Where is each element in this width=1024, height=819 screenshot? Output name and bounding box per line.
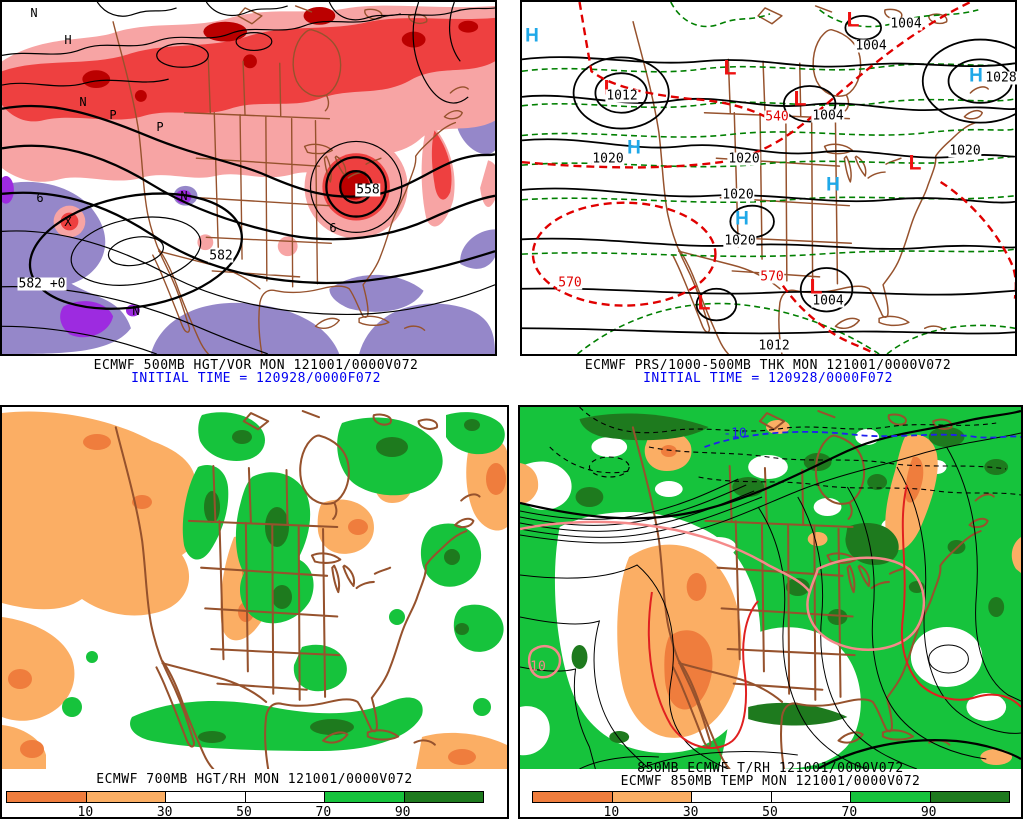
colorbar-segment [86,792,166,802]
temp-isotherm-20c [647,484,1021,749]
colorbar-segment [404,792,483,802]
panel-mslp-thickness: H H H H H L L L L L L L 1012 1020 1020 1020 1020 1020 1028… [512,0,1024,405]
map-500mb-hgt-vor [0,0,497,356]
colorbar-tick-label: 10 [603,805,620,819]
colorbar-tick-label: 70 [841,805,858,819]
colorbar-tick-label: 50 [236,805,252,819]
colorbar-segment [325,792,405,802]
colorbar-segment [7,792,87,802]
map-prs-thk [520,0,1017,356]
temp-isotherm-10c [520,520,926,679]
panel-700mb-rh: ECMWF 700MB HGT/RH MON 121001/0000V072 1… [0,405,512,819]
panel-500mb-height-vorticity: N H N P P X N N 6 6 582 +0 582 558 ECMWF 500MB HGT/V… [0,0,512,405]
temp-isotherm-minus10c [704,431,1021,448]
caption-valid-time: ECMWF 700MB HGT/RH MON 121001/0000V072 [96,772,413,787]
rh-colorbar: 10 30 50 70 90 [6,791,484,817]
caption-valid-time: ECMWF 500MB HGT/VOR MON 121001/0000V072 [93,358,419,373]
colorbar-segment [533,792,613,802]
colorbar-tick-label: 30 [682,805,699,819]
colorbar-segment [166,792,246,802]
colorbar-ticks: 10 30 50 70 90 [6,805,484,819]
colorbar-tick-label: 90 [920,805,937,819]
colorbar-tick-label: 90 [394,805,411,819]
colorbar-ticks: 10 30 50 70 90 [532,805,1010,819]
temp-contours-solid [520,432,1021,769]
map-850mb-temp-rh: 850MB ECMWF T/RH 121001/0000V072 ECMWF 8… [518,405,1023,819]
caption-valid-time: 850MB ECMWF T/RH 121001/0000V072 [637,761,904,776]
colorbar-tick-label: 30 [156,805,173,819]
caption-valid-time-2: ECMWF 850MB TEMP MON 121001/0000V072 [620,774,921,789]
colorbar-segment [612,792,692,802]
thickness-contours-green [522,2,1015,354]
caption-valid-time: ECMWF PRS/1000-500MB THK MON 121001/0000… [584,358,952,373]
caption-initial-time: INITIAL TIME = 120928/0000F072 [131,371,381,386]
geography-outline [632,5,989,354]
colorbar-segment [692,792,772,802]
rh-very-dry-shading [660,445,924,710]
map-700mb-rh: ECMWF 700MB HGT/RH MON 121001/0000V072 1… [0,405,509,819]
colorbar-tick-label: 50 [762,805,778,819]
colorbar-segment [245,792,325,802]
rh-saturated-shading [571,413,1009,743]
thickness-contours-red [522,2,1015,354]
colorbar-segments [532,791,1010,803]
colorbar-segment [851,792,931,802]
vorticity-positive-max [82,6,479,200]
map-500mb-svg [2,2,495,354]
map-prs-thk-svg [522,2,1015,354]
colorbar-segment [930,792,1009,802]
isobars-black [522,14,1015,335]
rh-colorbar: 10 30 50 70 90 [532,791,1010,817]
colorbar-tick-label: 10 [77,805,94,819]
colorbar-tick-label: 70 [315,805,332,819]
rh-saturated-shading [198,419,480,743]
colorbar-segments [6,791,484,803]
map-850mb-svg [520,407,1021,769]
map-700mb-svg [2,410,507,769]
temp-contours-bold [520,409,1021,769]
caption-initial-time: INITIAL TIME = 120928/0000F072 [643,371,893,386]
panel-850mb-temp-rh: 850MB ECMWF T/RH 121001/0000V072 ECMWF 8… [512,405,1024,819]
colorbar-segment [771,792,851,802]
